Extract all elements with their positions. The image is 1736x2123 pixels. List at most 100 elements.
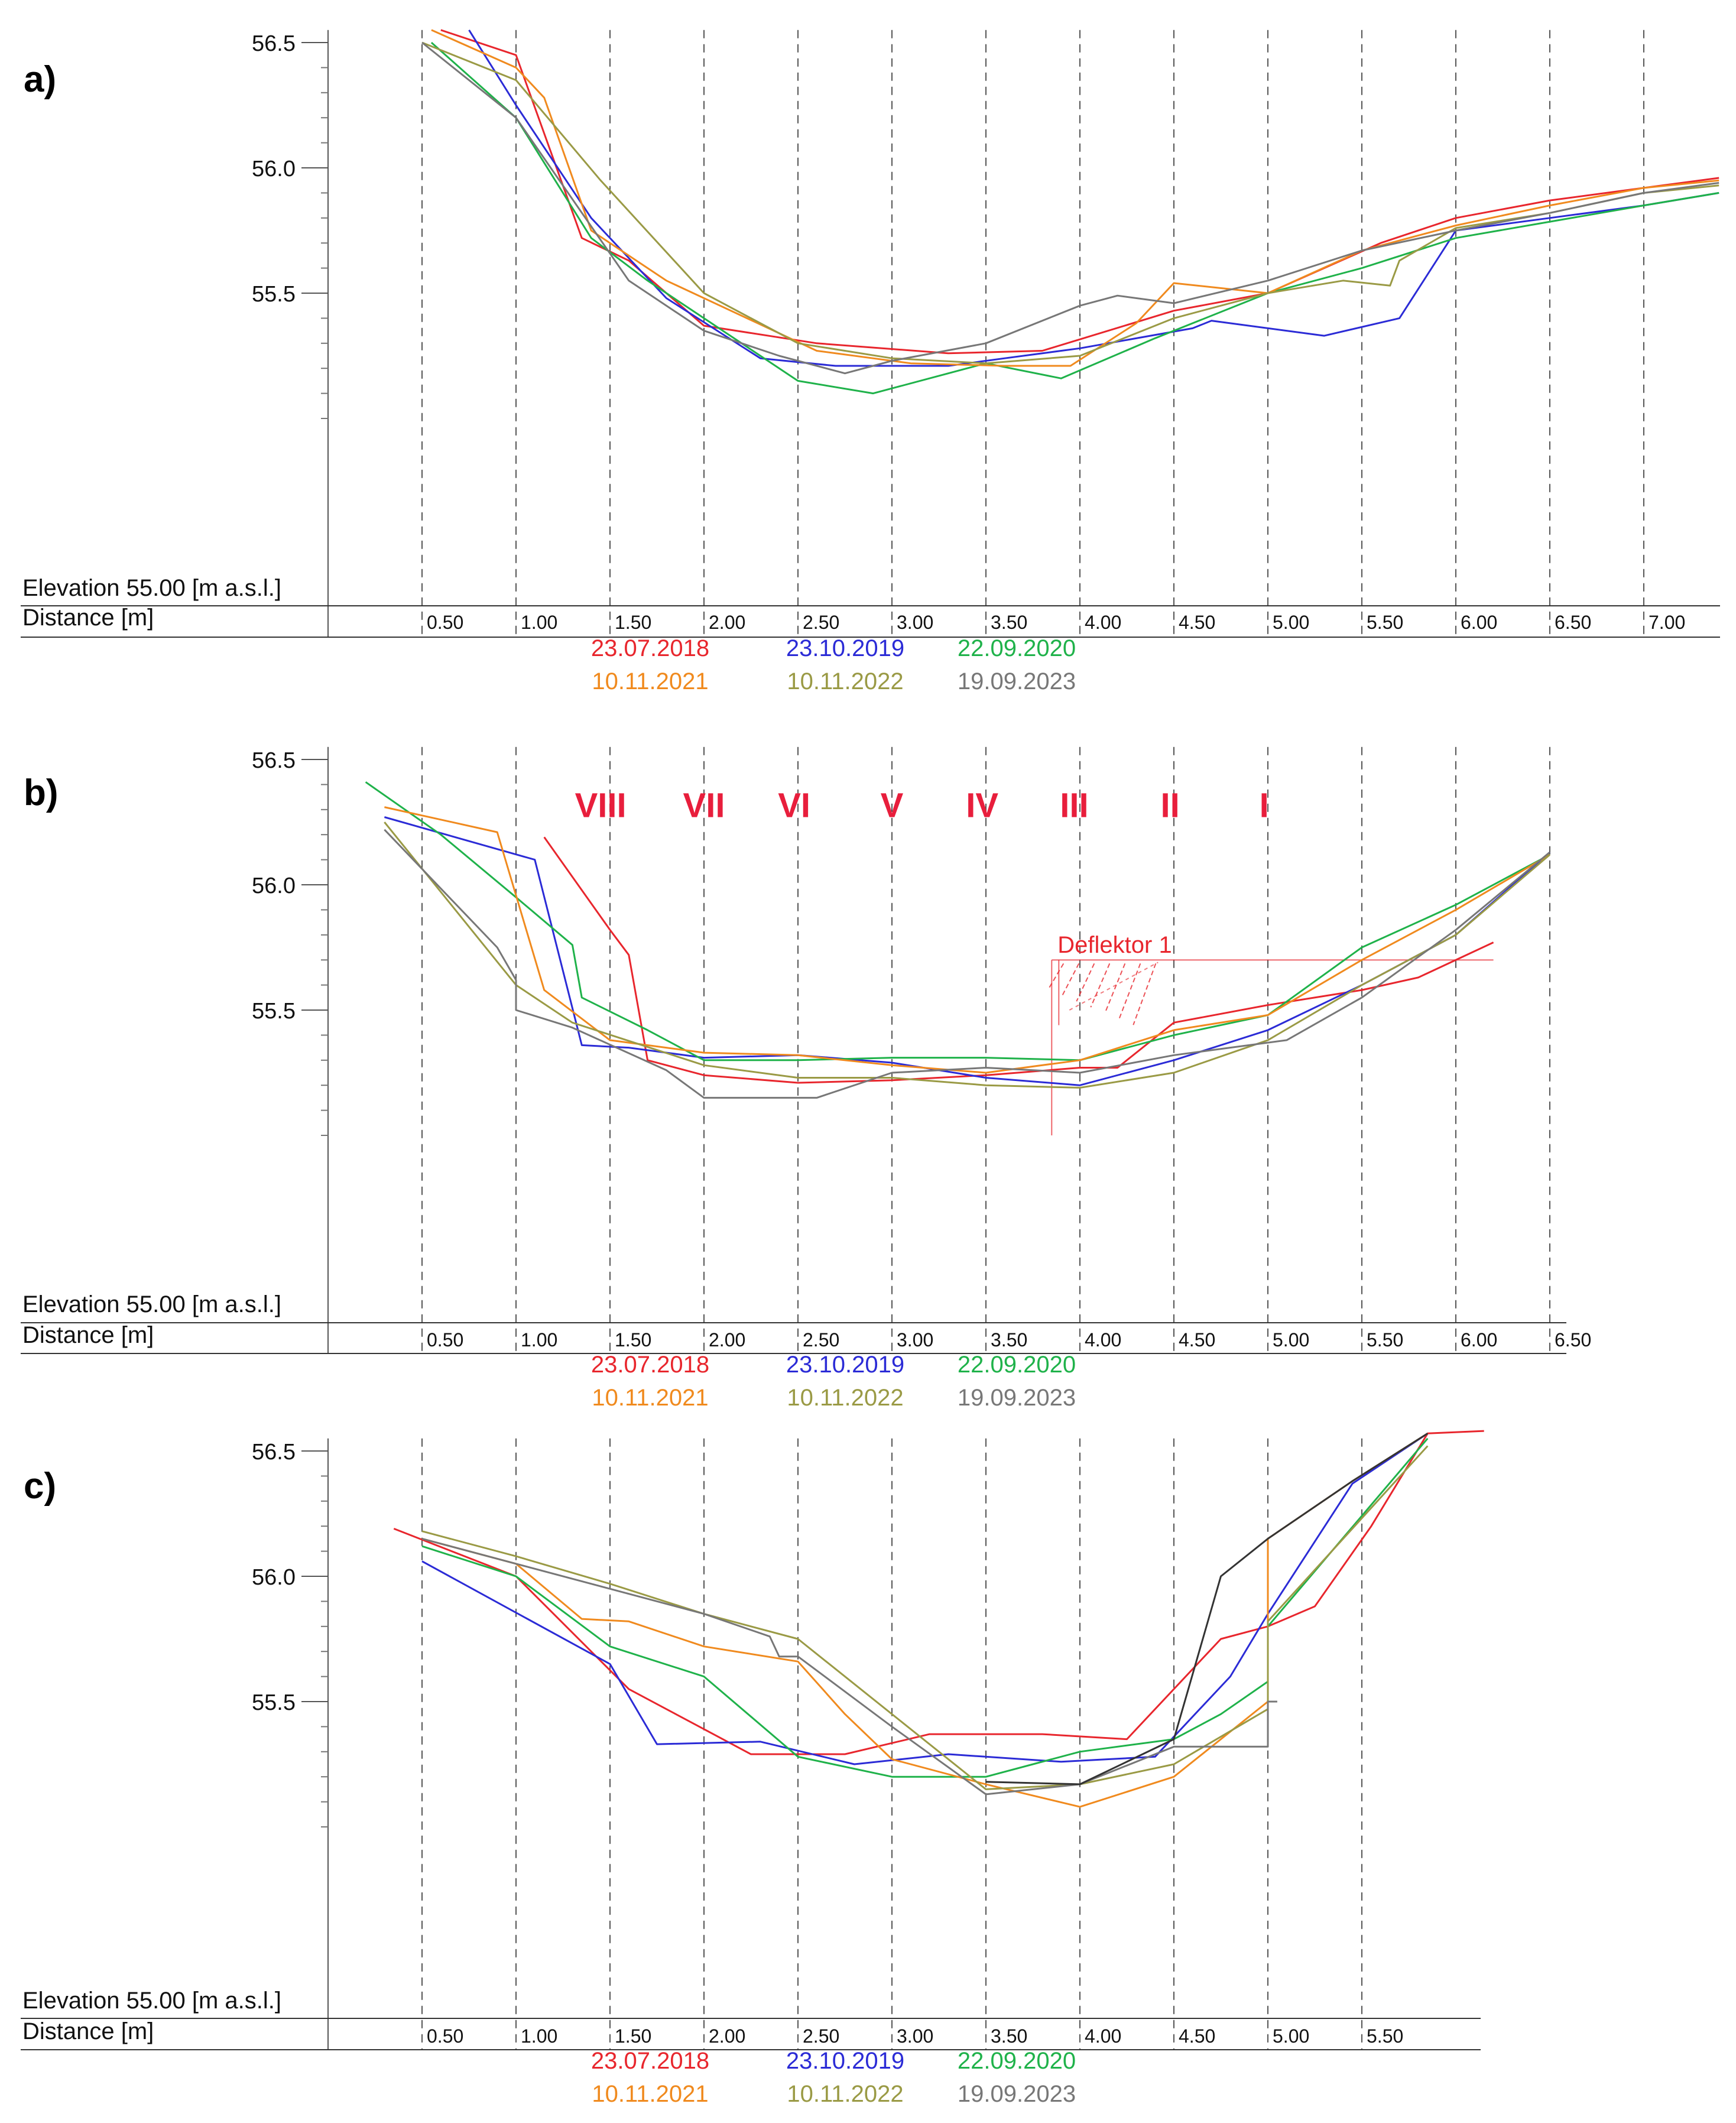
x-tick-label: 0.50 <box>427 2025 463 2047</box>
legend-entry: 22.09.2020 <box>958 1352 1076 1378</box>
deflector-hatch <box>1133 963 1157 1025</box>
x-tick-label: 2.50 <box>803 1329 839 1351</box>
deflector-hatch <box>1104 963 1126 1014</box>
series-line-23.07.2018 <box>543 836 1494 1084</box>
panel-c: c) 56.5 56.0 55.5 0.50 1.00 1.50 2.00 2.50 3.00 3.… <box>21 1430 1484 2107</box>
deflector-slope <box>1069 962 1159 1011</box>
legend-entry: 10.11.2021 <box>592 1385 708 1411</box>
series-line-23.07.2018 <box>393 1430 1484 1755</box>
legend-entry: 23.10.2019 <box>786 635 904 661</box>
x-tick-label: 2.50 <box>803 2025 839 2047</box>
x-tick-label: 3.50 <box>991 612 1027 633</box>
section-marker: VIII <box>575 787 627 825</box>
x-tick-label: 2.50 <box>803 612 839 633</box>
x-tick-label: 3.00 <box>897 2025 933 2047</box>
x-tick-label: 3.00 <box>897 1329 933 1351</box>
x-tick-label: 2.00 <box>709 1329 745 1351</box>
legend-entry: 10.11.2022 <box>787 668 903 694</box>
section-marker: V <box>881 787 904 825</box>
panel-label: a) <box>24 59 56 100</box>
legend-entry: 10.11.2022 <box>787 2081 903 2107</box>
x-tick-label: 6.50 <box>1555 1329 1591 1351</box>
y-tick-label: 55.5 <box>252 999 296 1024</box>
x-tick-label: 1.50 <box>615 1329 651 1351</box>
series-line-10.11.2022 <box>421 41 1719 365</box>
x-tick-label: 3.50 <box>991 2025 1027 2047</box>
elevation-label: Elevation 55.00 [m a.s.l.] <box>22 575 281 601</box>
distance-label: Distance [m] <box>22 2018 154 2044</box>
legend-entry: 19.09.2023 <box>958 2081 1076 2107</box>
legend-entry: 10.11.2021 <box>592 2081 708 2107</box>
section-marker: VI <box>778 787 810 825</box>
deflector-hatch <box>1090 963 1111 1008</box>
x-tick-label: 7.00 <box>1649 612 1685 633</box>
x-tick-label: 5.50 <box>1367 612 1403 633</box>
y-tick-label: 56.0 <box>252 1565 296 1590</box>
x-tick-label: 6.00 <box>1461 612 1497 633</box>
x-tick-label: 4.50 <box>1179 2025 1215 2047</box>
x-tick-label: 4.00 <box>1085 2025 1121 2047</box>
legend-entry: 22.09.2020 <box>958 635 1076 661</box>
section-marker: III <box>1060 787 1088 825</box>
x-tick-label: 1.50 <box>615 2025 651 2047</box>
legend-entry: 23.07.2018 <box>591 2048 709 2074</box>
series-line-10.11.2021 <box>421 1433 1429 1808</box>
y-tick-label: 56.0 <box>252 157 296 181</box>
x-tick-label: 5.00 <box>1273 2025 1309 2047</box>
legend-entry: 23.10.2019 <box>786 2048 904 2074</box>
series-line-19.09.2023 <box>384 829 1550 1099</box>
panel-a: a) 56.5 56.0 55.5 0.50 1.00 1.50 2.00 2.50 3.00 3.… <box>21 29 1720 694</box>
x-tick-label: 2.00 <box>709 2025 745 2047</box>
x-tick-label: 4.00 <box>1085 1329 1121 1351</box>
legend-entry: 19.09.2023 <box>958 1385 1076 1411</box>
x-tick-label: 5.50 <box>1367 1329 1403 1351</box>
legend-entry: 19.09.2023 <box>958 668 1076 694</box>
x-tick-label: 5.00 <box>1273 1329 1309 1351</box>
legend-entry: 23.07.2018 <box>591 635 709 661</box>
x-tick-label: 1.00 <box>521 1329 557 1351</box>
x-tick-label: 1.00 <box>521 612 557 633</box>
section-marker: VII <box>683 787 725 825</box>
y-tick-label: 56.5 <box>252 748 296 773</box>
series-line-23.07.2018 <box>440 29 1719 355</box>
x-tick-label: 1.00 <box>521 2025 557 2047</box>
x-tick-label: 0.50 <box>427 612 463 633</box>
deflector-label: Deflektor 1 <box>1057 932 1172 958</box>
panel-b: b) 56.5 56.0 55.5 0.50 1.00 1.50 2.00 2.50 3.00 3.… <box>21 746 1591 1411</box>
x-tick-label: 6.00 <box>1461 1329 1497 1351</box>
series-line-10.11.2021 <box>431 29 1719 367</box>
deflector-hatch <box>1118 963 1141 1020</box>
y-tick-label: 56.5 <box>252 1440 296 1465</box>
series-line-23.10.2019 <box>468 30 1719 367</box>
series-line-10.11.2022 <box>421 1445 1429 1790</box>
elevation-label: Elevation 55.00 [m a.s.l.] <box>22 1988 281 2014</box>
deflector-hatch <box>1047 963 1065 990</box>
series-line-19.09.2023 <box>421 1537 1277 1796</box>
y-tick-label: 56.0 <box>252 874 296 898</box>
panel-label: b) <box>24 772 59 813</box>
x-tick-label: 4.50 <box>1179 612 1215 633</box>
series-line-10.11.2021 <box>384 806 1550 1074</box>
x-tick-label: 6.50 <box>1555 612 1591 633</box>
y-tick-label: 55.5 <box>252 1690 296 1715</box>
section-marker: II <box>1161 787 1180 825</box>
section-marker: IV <box>966 787 998 825</box>
deflector-hatch <box>1062 963 1080 996</box>
legend-entry: 23.10.2019 <box>786 1352 904 1378</box>
series-line-22.09.2020 <box>421 1437 1429 1778</box>
elevation-label: Elevation 55.00 [m a.s.l.] <box>22 1291 281 1317</box>
legend-entry: 23.07.2018 <box>591 1352 709 1378</box>
panel-label: c) <box>24 1466 56 1507</box>
series-line-19.09.2023-b <box>985 1433 1429 1786</box>
section-marker: I <box>1260 787 1269 825</box>
series-line-23.10.2019 <box>421 1433 1429 1765</box>
distance-label: Distance [m] <box>22 605 154 631</box>
legend-entry: 10.11.2022 <box>787 1385 903 1411</box>
x-tick-label: 5.50 <box>1367 2025 1403 2047</box>
series-line-10.11.2022 <box>384 822 1550 1089</box>
x-tick-label: 1.50 <box>615 612 651 633</box>
y-tick-label: 55.5 <box>252 282 296 307</box>
x-tick-label: 4.00 <box>1085 612 1121 633</box>
series-line-22.09.2020 <box>365 781 1550 1062</box>
